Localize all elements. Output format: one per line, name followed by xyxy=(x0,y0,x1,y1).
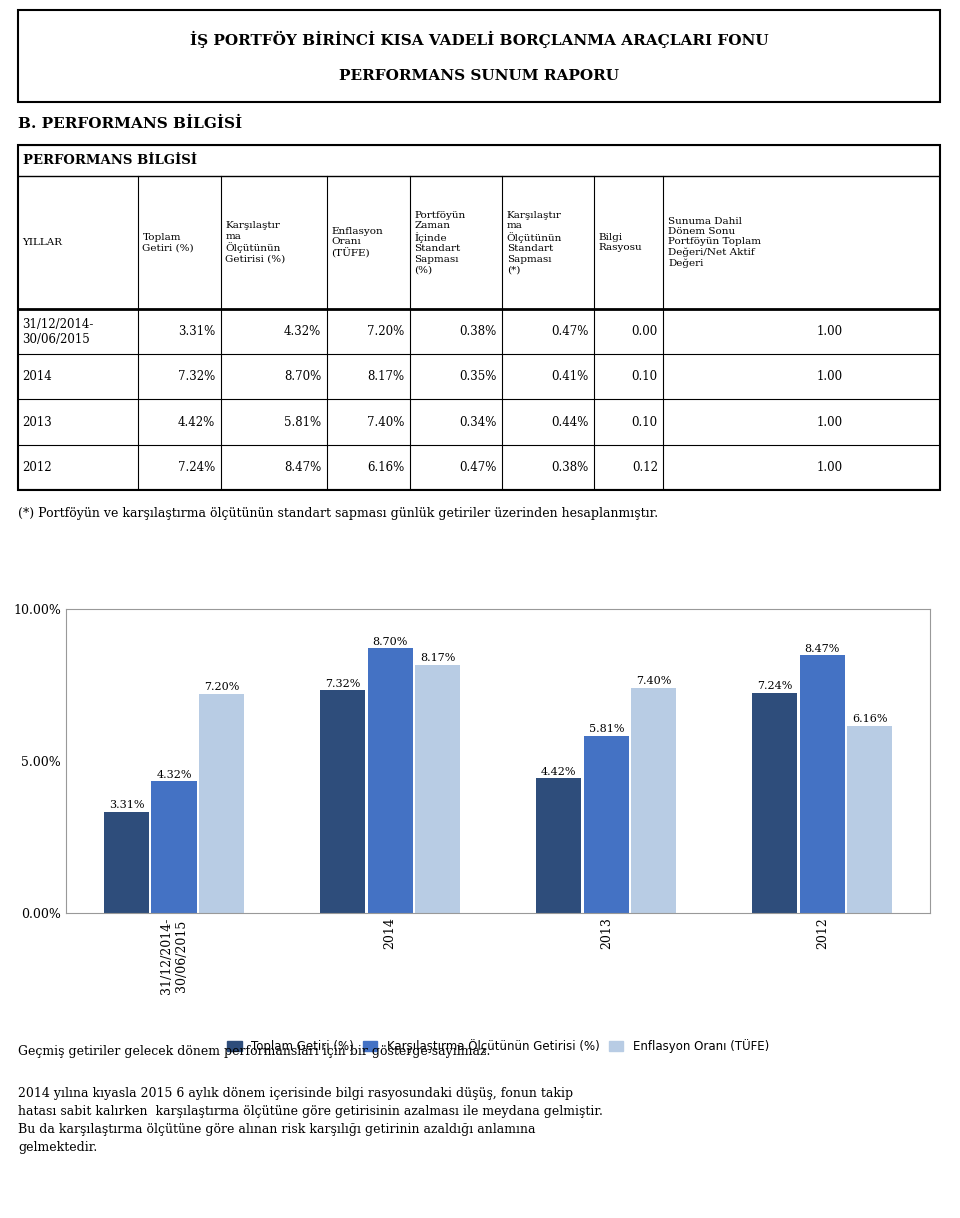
Text: 0.38%: 0.38% xyxy=(459,325,496,339)
Text: 0.10: 0.10 xyxy=(632,370,658,384)
Text: 5.81%: 5.81% xyxy=(588,725,624,734)
Text: 8.70%: 8.70% xyxy=(284,370,322,384)
Text: 7.24%: 7.24% xyxy=(178,460,215,474)
Text: 0.12: 0.12 xyxy=(632,460,658,474)
Text: 2012: 2012 xyxy=(23,460,52,474)
Text: 0.47%: 0.47% xyxy=(459,460,496,474)
Text: 7.40%: 7.40% xyxy=(636,676,671,686)
Bar xyxy=(584,736,629,912)
Bar xyxy=(753,693,798,912)
Text: Bilgi
Rasyosu: Bilgi Rasyosu xyxy=(599,233,642,252)
Text: (*) Portföyün ve karşılaştırma ölçütünün standart sapması günlük getiriler üzeri: (*) Portföyün ve karşılaştırma ölçütünün… xyxy=(18,507,659,520)
Text: 2013: 2013 xyxy=(23,415,53,429)
Bar xyxy=(415,665,460,912)
Text: 2014: 2014 xyxy=(23,370,53,384)
Text: 6.16%: 6.16% xyxy=(852,714,888,723)
Bar xyxy=(848,726,893,912)
Text: 0.47%: 0.47% xyxy=(551,325,588,339)
Bar xyxy=(632,688,677,912)
Text: 31/12/2014-
30/06/2015: 31/12/2014- 30/06/2015 xyxy=(23,318,94,346)
Text: 1.00: 1.00 xyxy=(816,370,842,384)
Text: 7.20%: 7.20% xyxy=(204,682,239,692)
Text: 3.31%: 3.31% xyxy=(108,800,144,810)
Bar xyxy=(104,812,149,912)
Text: 7.24%: 7.24% xyxy=(757,681,793,691)
Text: 7.20%: 7.20% xyxy=(367,325,404,339)
Bar xyxy=(800,655,845,912)
Text: 8.70%: 8.70% xyxy=(372,637,408,647)
Text: Karşılaştır
ma
Ölçütünün
Getirisi (%): Karşılaştır ma Ölçütünün Getirisi (%) xyxy=(226,222,286,264)
Text: PERFORMANS SUNUM RAPORU: PERFORMANS SUNUM RAPORU xyxy=(339,69,619,83)
Text: 8.47%: 8.47% xyxy=(804,643,840,654)
Text: B. PERFORMANS BİLGİSİ: B. PERFORMANS BİLGİSİ xyxy=(18,117,242,132)
Text: 7.32%: 7.32% xyxy=(178,370,215,384)
Text: 6.16%: 6.16% xyxy=(367,460,404,474)
Text: YILLAR: YILLAR xyxy=(23,238,62,247)
Text: 4.42%: 4.42% xyxy=(178,415,215,429)
Bar xyxy=(152,782,197,912)
Text: Enflasyon
Oranı
(TÜFE): Enflasyon Oranı (TÜFE) xyxy=(331,227,383,258)
Text: 7.32%: 7.32% xyxy=(324,678,360,688)
Text: 0.34%: 0.34% xyxy=(459,415,496,429)
Bar xyxy=(368,648,413,912)
Bar xyxy=(536,778,582,912)
Text: 0.44%: 0.44% xyxy=(551,415,588,429)
Text: Geçmiş getiriler gelecek dönem performansları için bir gösterge sayılmaz.: Geçmiş getiriler gelecek dönem performan… xyxy=(18,1045,491,1058)
Text: 0.35%: 0.35% xyxy=(459,370,496,384)
Text: PERFORMANS BİLGİSİ: PERFORMANS BİLGİSİ xyxy=(23,153,197,167)
Text: 3.31%: 3.31% xyxy=(178,325,215,339)
Bar xyxy=(320,691,365,912)
Text: 4.32%: 4.32% xyxy=(156,770,192,780)
Text: 0.41%: 0.41% xyxy=(551,370,588,384)
Text: İŞ PORTFÖY BİRİNCİ KISA VADELİ BORÇLANMA ARAÇLARI FONU: İŞ PORTFÖY BİRİNCİ KISA VADELİ BORÇLANMA… xyxy=(190,30,768,48)
Legend: Toplam Getiri (%), Karşılaştırma Ölçütünün Getirisi (%), Enflasyon Oranı (TÜFE): Toplam Getiri (%), Karşılaştırma Ölçütün… xyxy=(223,1034,774,1057)
Text: 7.40%: 7.40% xyxy=(367,415,404,429)
Text: Sunuma Dahil
Dönem Sonu
Portföyün Toplam
Değeri/Net Aktif
Değeri: Sunuma Dahil Dönem Sonu Portföyün Toplam… xyxy=(668,217,761,268)
Text: 5.81%: 5.81% xyxy=(284,415,322,429)
Text: 4.32%: 4.32% xyxy=(284,325,322,339)
Text: 1.00: 1.00 xyxy=(816,415,842,429)
Text: 8.17%: 8.17% xyxy=(367,370,404,384)
Text: 2014 yılına kıyasla 2015 6 aylık dönem içerisinde bilgi rasyosundaki düşüş, fonu: 2014 yılına kıyasla 2015 6 aylık dönem i… xyxy=(18,1086,603,1153)
Text: 1.00: 1.00 xyxy=(816,460,842,474)
Text: 0.10: 0.10 xyxy=(632,415,658,429)
Text: 1.00: 1.00 xyxy=(816,325,842,339)
Text: 0.00: 0.00 xyxy=(632,325,658,339)
Text: 8.17%: 8.17% xyxy=(420,653,455,663)
Text: Karşılaştır
ma
Ölçütünün
Standart
Sapması
(*): Karşılaştır ma Ölçütünün Standart Sapmas… xyxy=(507,211,562,274)
Text: 4.42%: 4.42% xyxy=(540,766,576,777)
Bar xyxy=(199,694,244,912)
Text: Toplam
Getiri (%): Toplam Getiri (%) xyxy=(142,233,194,252)
Text: 8.47%: 8.47% xyxy=(284,460,322,474)
Text: Portföyün
Zaman
İçinde
Standart
Sapması
(%): Portföyün Zaman İçinde Standart Sapması … xyxy=(415,211,466,274)
Text: 0.38%: 0.38% xyxy=(551,460,588,474)
